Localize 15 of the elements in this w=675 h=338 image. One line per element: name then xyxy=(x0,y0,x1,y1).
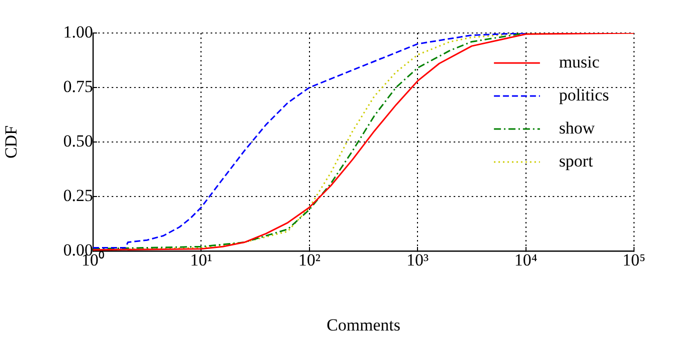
x-tick-label: 10⁴ xyxy=(514,250,538,270)
y-tick-label: 1.00 xyxy=(63,22,93,42)
x-tick-label: 10⁵ xyxy=(622,250,646,270)
x-axis-title: Comments xyxy=(326,315,400,334)
legend-label: sport xyxy=(558,151,594,170)
x-tick-label: 10² xyxy=(298,250,320,270)
legend-label: politics xyxy=(558,85,610,104)
legend-label: music xyxy=(558,52,600,72)
y-axis-title: CDF xyxy=(2,125,21,159)
y-tick-label: 0.25 xyxy=(63,186,93,205)
y-tick-label: 0.75 xyxy=(63,76,93,96)
y-tick-label: 0.50 xyxy=(63,131,93,150)
x-tick-label: 10³ xyxy=(406,250,429,270)
x-tick-label: 10¹ xyxy=(190,250,212,270)
legend-label: show xyxy=(558,118,596,138)
